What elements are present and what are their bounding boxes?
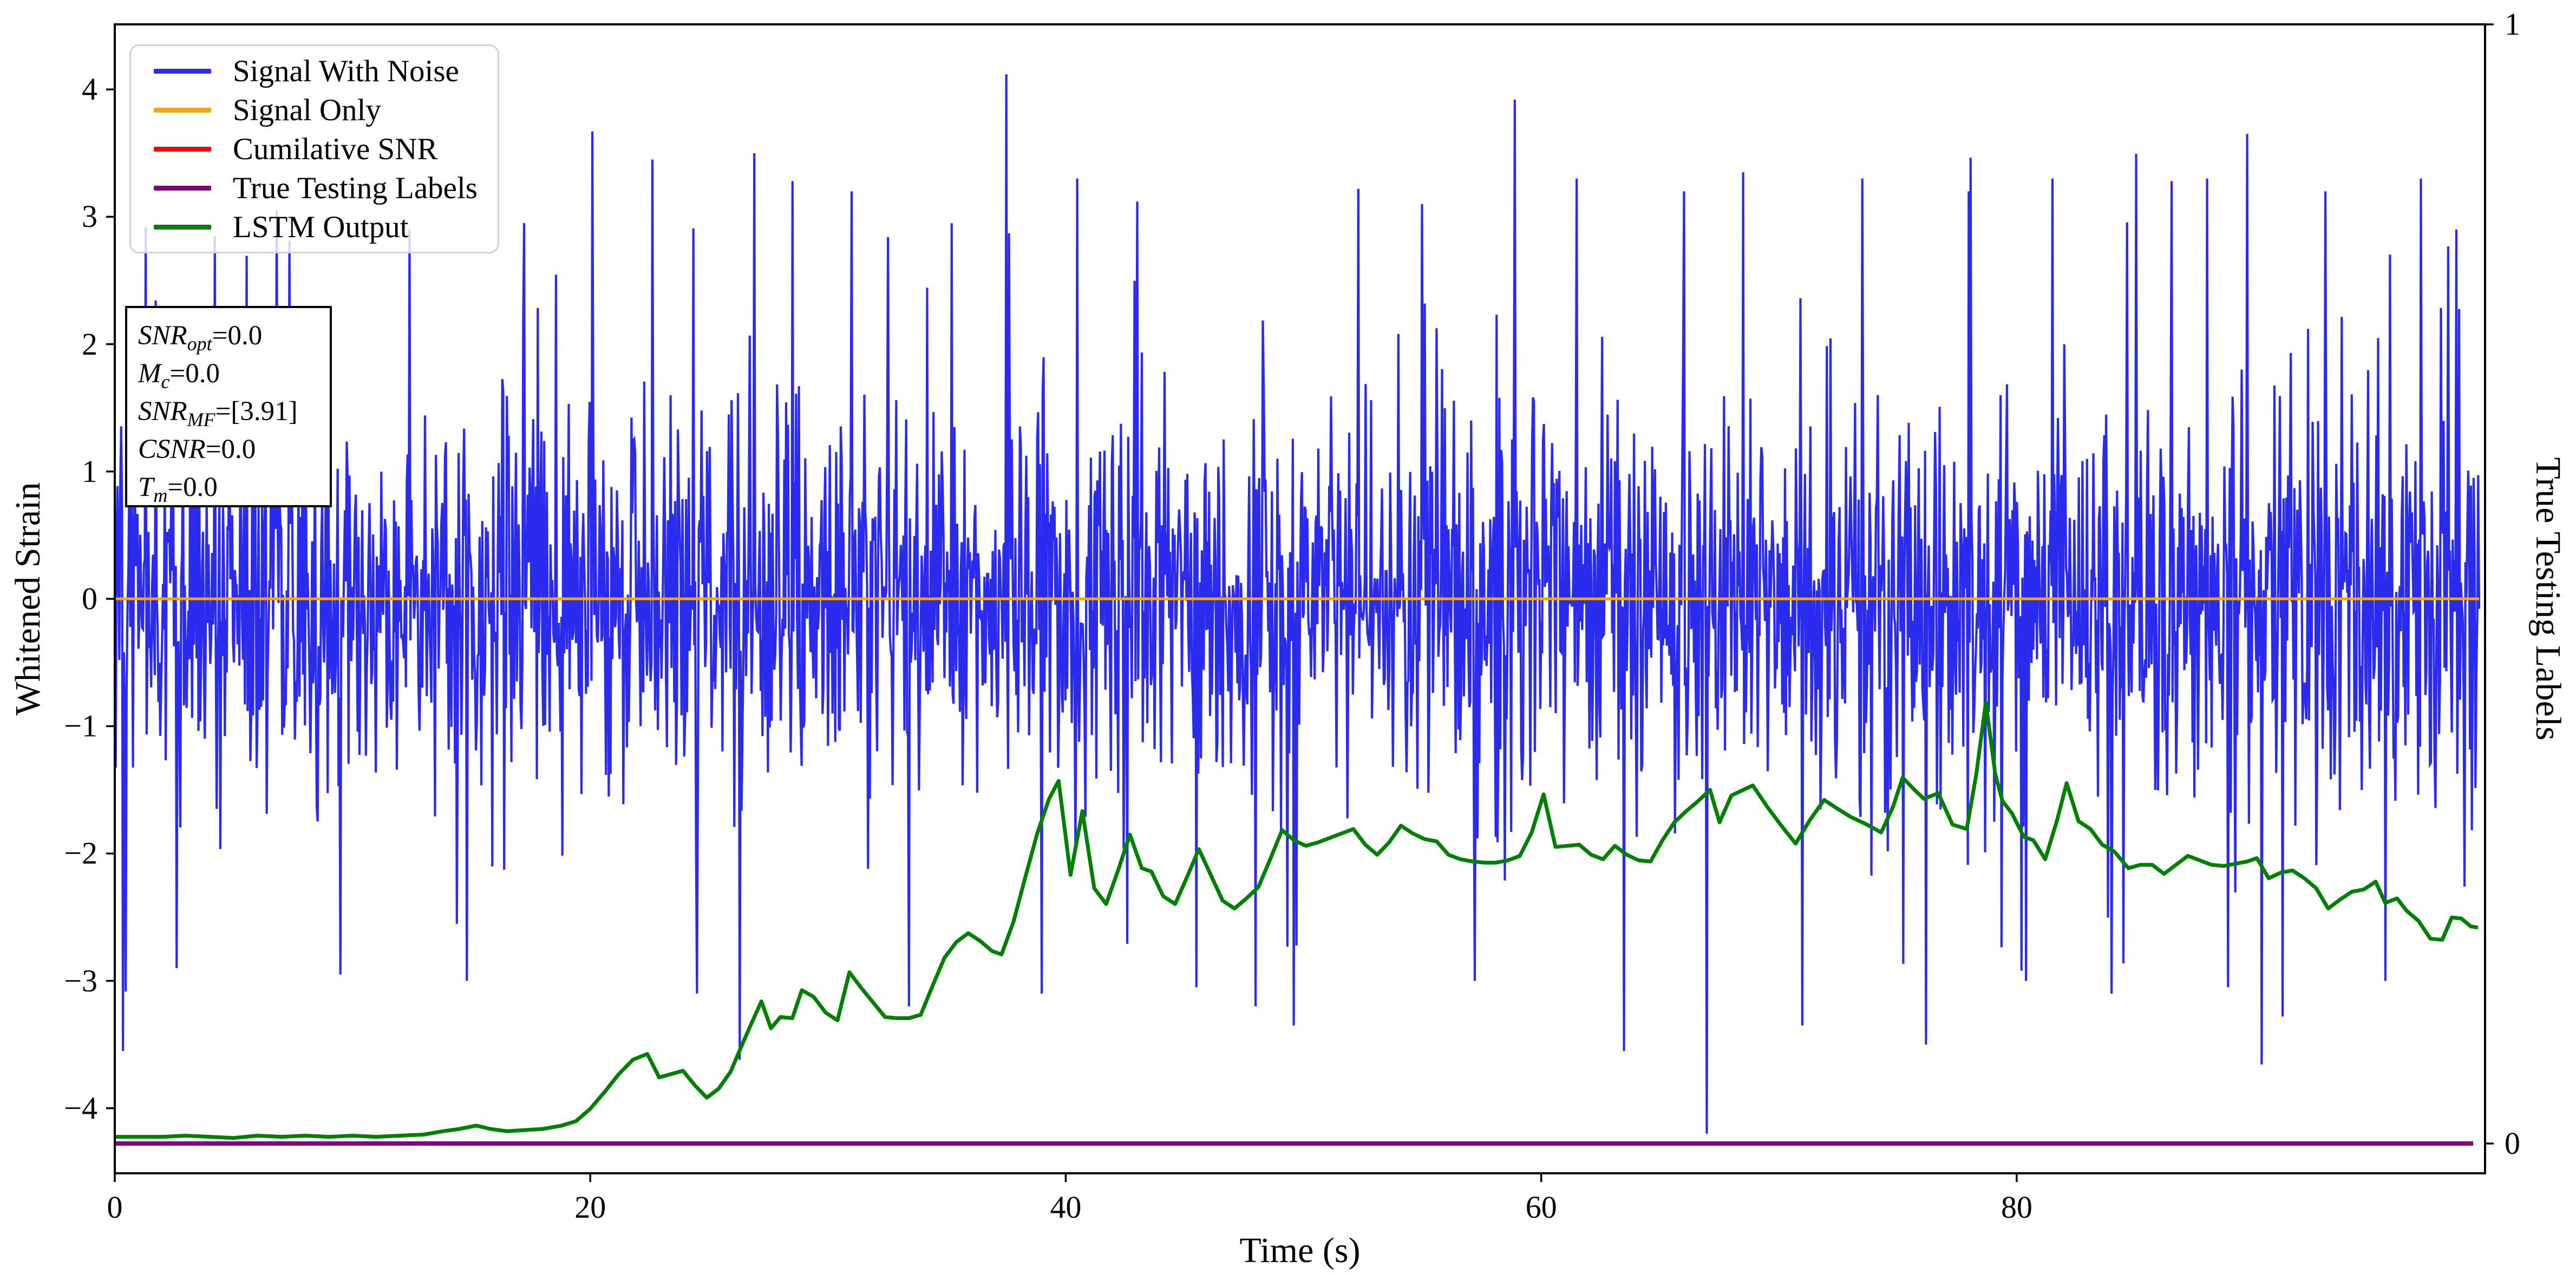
y-tick-label-left: 4 (82, 71, 97, 107)
x-tick-label: 80 (2000, 1190, 2032, 1225)
annotation-variable: SNR (138, 321, 187, 351)
legend-label: Signal With Noise (233, 54, 459, 88)
legend-swatch-icon (154, 146, 211, 152)
annotation-line: Mc=0.0 (138, 355, 330, 393)
annotation-line: CSNR=0.0 (138, 430, 330, 468)
x-tick-label: 20 (574, 1190, 606, 1225)
y-tick-label-right: 0 (2505, 1126, 2520, 1161)
annotation-variable: M (138, 358, 161, 389)
annotation-value: =0.0 (212, 321, 263, 351)
signal-with-noise-line (113, 74, 2481, 1134)
x-tick-label: 0 (107, 1190, 123, 1225)
legend-swatch-icon (154, 107, 211, 113)
y-tick-label-left: −2 (64, 835, 97, 871)
legend-swatch-icon (154, 185, 211, 191)
annotation-subscript: opt (187, 333, 212, 355)
x-tick-label: 60 (1525, 1190, 1557, 1225)
annotation-subscript: MF (187, 409, 215, 431)
y-tick-label-left: 2 (82, 326, 97, 362)
annotation-line: SNRopt=0.0 (138, 317, 330, 355)
annotation-value: =[3.91] (215, 396, 298, 427)
legend-item: Cumilative SNR (131, 134, 498, 165)
annotation-variable: SNR (138, 396, 187, 427)
y-tick-label-left: 1 (82, 453, 97, 489)
annotation-box: SNRopt=0.0 Mc=0.0 SNRMF=[3.91] CSNR=0.0 Tm=0… (125, 306, 332, 507)
annotation-variable: T (138, 472, 154, 502)
y-tick-label-left: 3 (82, 199, 97, 234)
annotation-value: =0.0 (167, 472, 218, 502)
annotation-value: =0.0 (205, 434, 256, 465)
legend-item: Signal With Noise (131, 56, 498, 87)
annotation-subscript: c (161, 371, 170, 393)
annotation-line: Tm=0.0 (138, 468, 330, 506)
x-tick-label: 40 (1050, 1190, 1082, 1225)
legend-item: LSTM Output (131, 212, 498, 243)
right-axis-label: True Testing Labels (2528, 457, 2568, 741)
lstm-output-line (115, 701, 2479, 1140)
legend-label: True Testing Labels (233, 171, 478, 205)
legend-label: LSTM Output (233, 210, 409, 244)
legend-item: True Testing Labels (131, 173, 498, 204)
legend-item: Signal Only (131, 95, 498, 126)
annotation-subscript: m (153, 485, 168, 507)
annotation-variable: CSNR (138, 434, 206, 465)
y-tick-label-left: 0 (82, 581, 97, 616)
y-tick-label-right: 1 (2505, 6, 2520, 42)
x-axis-label: Time (s) (1239, 1231, 1361, 1270)
y-tick-label-left: −3 (64, 963, 97, 998)
legend-swatch-icon (154, 224, 211, 230)
y-tick-label-left: −1 (64, 708, 97, 744)
annotation-value: =0.0 (169, 358, 220, 389)
y-tick-label-left: −4 (64, 1090, 97, 1126)
legend-swatch-icon (154, 68, 211, 74)
legend-label: Cumilative SNR (233, 132, 438, 166)
annotation-line: SNRMF=[3.91] (138, 393, 330, 430)
legend: Signal With Noise Signal Only Cumilative S… (129, 44, 499, 253)
left-axis-label: Whitened Strain (8, 482, 48, 716)
legend-label: Signal Only (233, 93, 381, 127)
